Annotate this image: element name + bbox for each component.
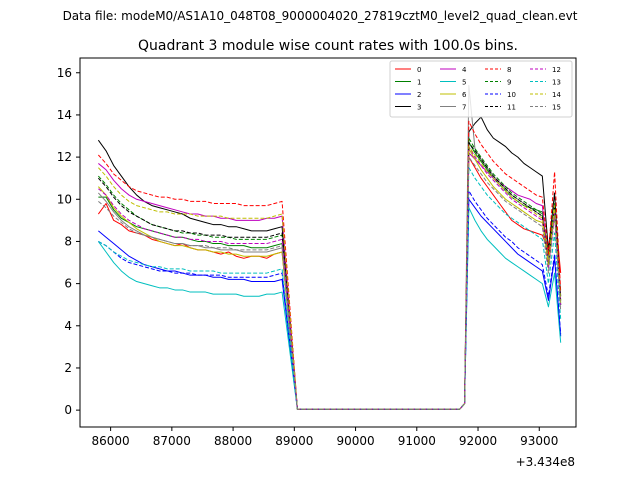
y-tick-label: 2 (64, 361, 72, 375)
legend-label-6: 6 (462, 91, 467, 99)
legend-label-8: 8 (507, 66, 511, 74)
plot-frame (79, 57, 577, 428)
x-tick-label: 93000 (520, 434, 558, 448)
y-axis: 0 2 4 6 8 10 12 14 16 (57, 66, 80, 417)
series-layer (97, 84, 562, 410)
series-line-8 (97, 120, 562, 410)
series-line-13 (98, 167, 562, 410)
series-line-4 (98, 152, 562, 410)
legend-label-1: 1 (417, 79, 421, 87)
x-tick-label: 88000 (214, 434, 252, 448)
series-line-5 (97, 207, 562, 410)
legend-label-4: 4 (462, 66, 467, 74)
x-tick-label: 92000 (459, 434, 497, 448)
figure-suptitle: Data file: modeM0/AS1A10_048T08_90000040… (63, 9, 578, 23)
y-tick-label: 14 (57, 108, 72, 122)
legend-label-13: 13 (552, 79, 561, 87)
legend-label-2: 2 (417, 91, 421, 99)
series-line-0 (97, 156, 562, 410)
legend-label-12: 12 (552, 66, 561, 74)
y-tick-label: 10 (57, 192, 72, 206)
legend-label-9: 9 (507, 79, 511, 87)
x-tick-label: 86000 (92, 434, 130, 448)
series-line-15 (98, 156, 562, 410)
series-line-10 (98, 190, 562, 410)
y-tick-label: 12 (57, 150, 72, 164)
legend-label-11: 11 (507, 104, 516, 112)
x-tick-label: 89000 (275, 434, 313, 448)
legend-label-14: 14 (552, 91, 561, 99)
series-line-3 (97, 116, 562, 410)
x-tick-label: 87000 (153, 434, 191, 448)
series-line-14 (97, 146, 562, 410)
y-tick-label: 16 (57, 66, 72, 80)
x-axis: 86000 87000 88000 89000 90000 91000 92000 93000 (92, 427, 558, 448)
y-tick-label: 4 (64, 319, 72, 333)
legend-label-5: 5 (462, 79, 466, 87)
x-offset-label: +3.434e8 (516, 455, 575, 469)
legend-label-15: 15 (552, 104, 561, 112)
y-tick-label: 0 (64, 403, 72, 417)
x-tick-label: 91000 (398, 434, 436, 448)
y-tick-label: 6 (64, 277, 72, 291)
series-line-12 (98, 146, 562, 410)
legend-label-0: 0 (417, 66, 421, 74)
chart-title: Quadrant 3 module wise count rates with … (138, 38, 518, 54)
series-line-11 (97, 141, 562, 410)
legend-label-7: 7 (462, 104, 466, 112)
legend-label-10: 10 (507, 91, 516, 99)
legend-box (389, 60, 573, 118)
legend-label-3: 3 (417, 104, 421, 112)
x-tick-label: 90000 (336, 434, 374, 448)
y-tick-label: 8 (64, 234, 72, 248)
